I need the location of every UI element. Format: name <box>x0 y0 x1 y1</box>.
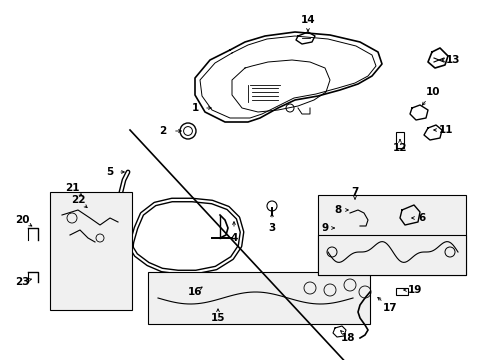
Text: 7: 7 <box>350 187 358 197</box>
Bar <box>50 192 132 310</box>
Text: 9: 9 <box>321 223 328 233</box>
Text: 16: 16 <box>187 287 202 297</box>
Text: 18: 18 <box>340 333 354 343</box>
Text: 3: 3 <box>268 223 275 233</box>
Text: 11: 11 <box>438 125 452 135</box>
Text: 2: 2 <box>159 126 166 136</box>
Circle shape <box>336 210 342 216</box>
Bar <box>395 132 403 148</box>
Text: 6: 6 <box>418 213 425 223</box>
Text: 10: 10 <box>425 87 439 97</box>
Text: 23: 23 <box>15 277 29 287</box>
Text: 20: 20 <box>15 215 29 225</box>
Text: 21: 21 <box>64 183 79 193</box>
Text: 8: 8 <box>334 205 341 215</box>
Text: 12: 12 <box>392 143 407 153</box>
Text: 15: 15 <box>210 313 225 323</box>
Text: 14: 14 <box>300 15 315 25</box>
Text: 13: 13 <box>445 55 459 65</box>
Text: 1: 1 <box>191 103 198 113</box>
Text: 22: 22 <box>71 195 85 205</box>
Text: 19: 19 <box>407 285 421 295</box>
Text: 4: 4 <box>230 233 237 243</box>
Bar <box>148 272 369 324</box>
Text: 17: 17 <box>382 303 397 313</box>
Bar <box>317 235 465 275</box>
Bar <box>395 288 407 295</box>
Text: 5: 5 <box>106 167 113 177</box>
Bar <box>317 195 465 275</box>
